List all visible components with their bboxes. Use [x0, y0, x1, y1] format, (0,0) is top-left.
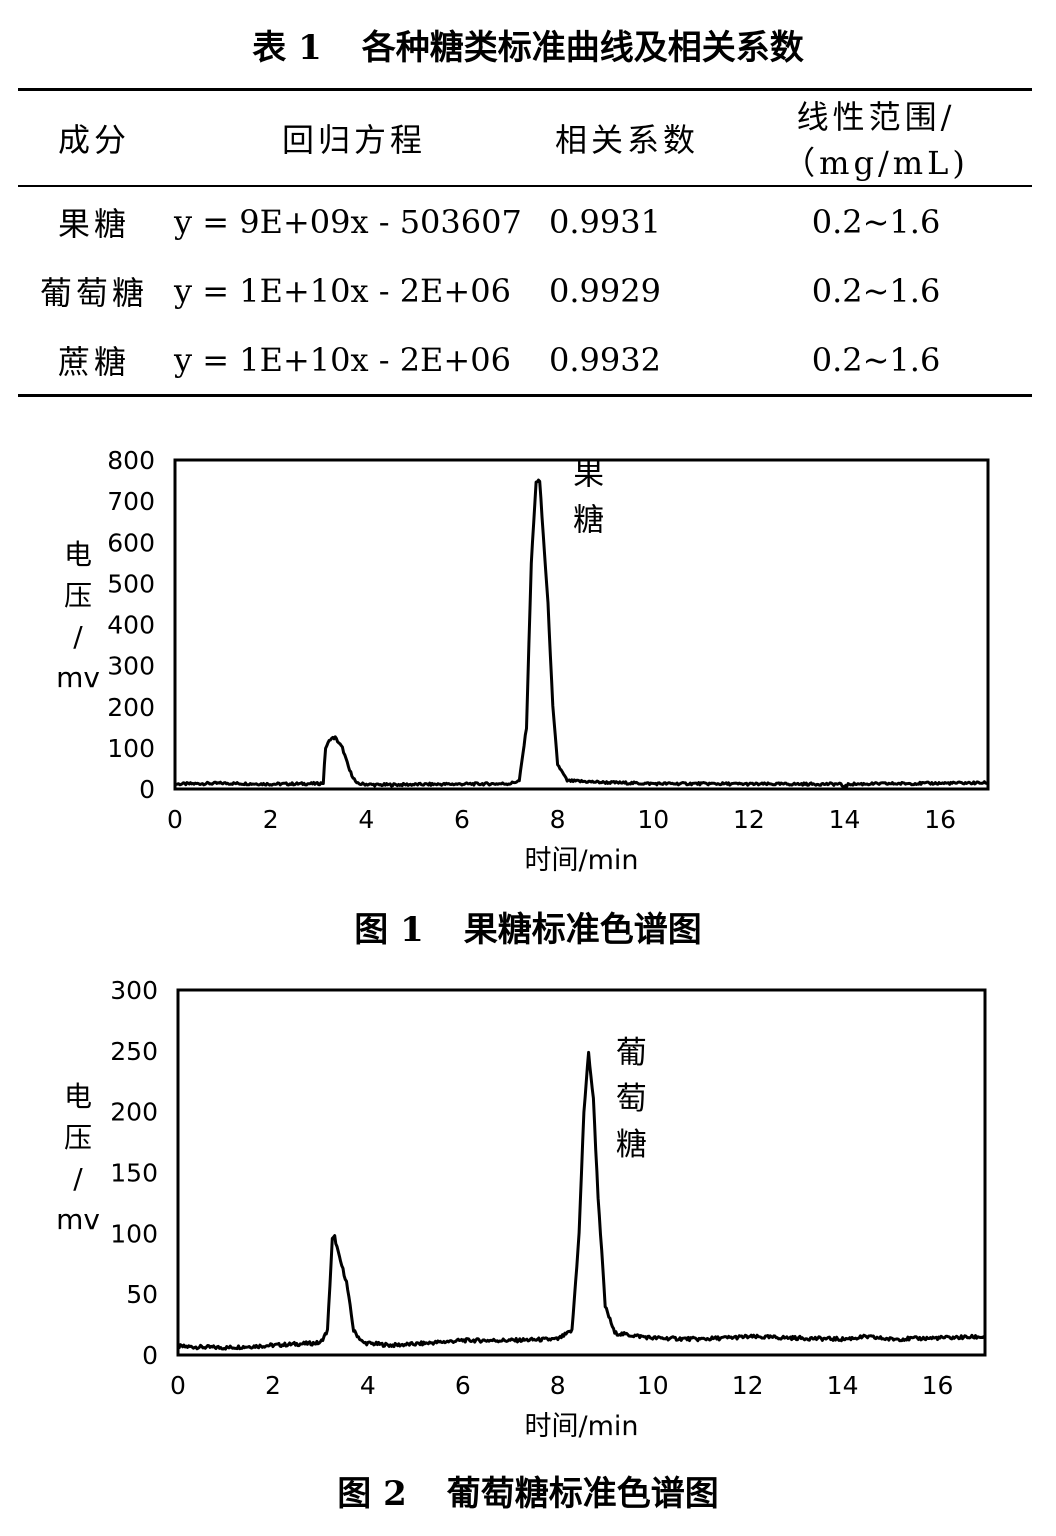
y-tick-label: 600	[107, 528, 155, 557]
y-tick-label: 500	[107, 569, 155, 598]
plot-frame	[173, 458, 990, 791]
figure2-caption-number: 图 2	[337, 1474, 407, 1514]
y-tick-label: 0	[142, 1341, 158, 1370]
x-tick-label: 6	[455, 1371, 471, 1400]
table-caption: 表 1 各种糖类标准曲线及相关系数	[0, 20, 1056, 69]
cell-name: 蔗糖	[57, 342, 130, 381]
x-tick-label: 4	[360, 1371, 376, 1400]
plot-frame	[176, 988, 987, 1357]
y-tick-label: 100	[107, 734, 155, 763]
cell-range: 0.2~1.6	[811, 340, 941, 379]
cell-correlation: 0.9932	[549, 340, 661, 379]
chromatogram-line	[176, 1050, 986, 1351]
figure2-caption: 图 2 葡萄糖标准色谱图	[0, 1466, 1056, 1515]
cell-name: 果糖	[57, 204, 130, 243]
y-tick-label: 0	[139, 775, 155, 804]
header-linear-range: 线性范围/（mg/mL)	[783, 98, 969, 182]
y-tick-label: 300	[107, 652, 155, 681]
y-tick-label: 150	[110, 1159, 158, 1188]
peak-annotation: 葡萄糖	[616, 1035, 647, 1163]
y-tick-label: 200	[110, 1098, 158, 1127]
x-tick-label: 8	[550, 805, 566, 834]
x-tick-label: 6	[454, 805, 470, 834]
y-tick-label: 700	[107, 487, 155, 516]
x-tick-label: 10	[637, 1371, 669, 1400]
x-tick-label: 14	[829, 805, 861, 834]
header-correlation: 相关系数	[554, 121, 699, 159]
fructose-chromatogram-chart: 0 100 200 300 400 500 600 700 800 0 2 4 6 8 10 12 14 16 时间…	[56, 446, 990, 876]
x-tick-label: 8	[550, 1371, 566, 1400]
figure1-caption-text: 果糖标准色谱图	[463, 910, 702, 950]
glucose-chromatogram-chart: 0 50 100 150 200 250 300 0 2 4 6 8 10 12 14 16 时间/min 电压/…	[56, 976, 987, 1442]
y-tick-label: 300	[110, 976, 158, 1005]
table-header-row: 成分 回归方程 相关系数 线性范围/（mg/mL)	[18, 89, 1032, 186]
y-axis-label: 电压/mv	[56, 538, 100, 694]
cell-range: 0.2~1.6	[811, 271, 941, 310]
x-tick-label: 4	[358, 805, 374, 834]
cell-equation: y = 1E+10x - 2E+06	[174, 340, 511, 379]
x-tick-label: 0	[170, 1371, 186, 1400]
x-tick-label: 14	[827, 1371, 859, 1400]
cell-range: 0.2~1.6	[811, 202, 941, 241]
x-tick-label: 12	[733, 805, 765, 834]
y-tick-label: 100	[110, 1219, 158, 1248]
table-row: 蔗糖 y = 1E+10x - 2E+06 0.9932 0.2~1.6	[18, 325, 1032, 396]
y-tick-label: 200	[107, 693, 155, 722]
x-axis-label: 时间/min	[524, 845, 638, 876]
sugar-standard-curve-table: 成分 回归方程 相关系数 线性范围/（mg/mL) 果糖 y = 9E+09x …	[18, 88, 1032, 397]
y-tick-label: 50	[126, 1280, 158, 1309]
y-tick-label: 250	[110, 1037, 158, 1066]
x-tick-label: 10	[637, 805, 669, 834]
x-tick-label: 16	[924, 805, 956, 834]
figure1-caption: 图 1 果糖标准色谱图	[0, 902, 1056, 951]
table-caption-number: 表 1	[252, 28, 322, 68]
cell-equation: y = 1E+10x - 2E+06	[174, 271, 511, 310]
x-tick-label: 16	[922, 1371, 954, 1400]
x-tick-label: 2	[263, 805, 279, 834]
figure2-caption-text: 葡萄糖标准色谱图	[446, 1474, 719, 1514]
table-row: 葡萄糖 y = 1E+10x - 2E+06 0.9929 0.2~1.6	[18, 256, 1032, 325]
header-equation: 回归方程	[281, 121, 426, 159]
cell-correlation: 0.9931	[549, 202, 661, 241]
table-caption-text: 各种糖类标准曲线及相关系数	[361, 28, 804, 68]
peak-annotation: 果糖	[573, 457, 604, 539]
header-component: 成分	[57, 121, 130, 159]
x-tick-label: 2	[265, 1371, 281, 1400]
cell-correlation: 0.9929	[549, 271, 661, 310]
y-tick-label: 800	[107, 446, 155, 475]
y-axis-label: 电压/mv	[56, 1080, 100, 1236]
y-tick-label: 400	[107, 611, 155, 640]
x-axis-label: 时间/min	[524, 1411, 638, 1442]
x-tick-label: 0	[167, 805, 183, 834]
x-tick-label: 12	[732, 1371, 764, 1400]
cell-name: 葡萄糖	[39, 273, 148, 312]
figure1-caption-number: 图 1	[354, 910, 424, 950]
chromatogram-line	[174, 478, 990, 790]
table-row: 果糖 y = 9E+09x - 503607 0.9931 0.2~1.6	[18, 186, 1032, 256]
cell-equation: y = 9E+09x - 503607	[174, 202, 522, 241]
